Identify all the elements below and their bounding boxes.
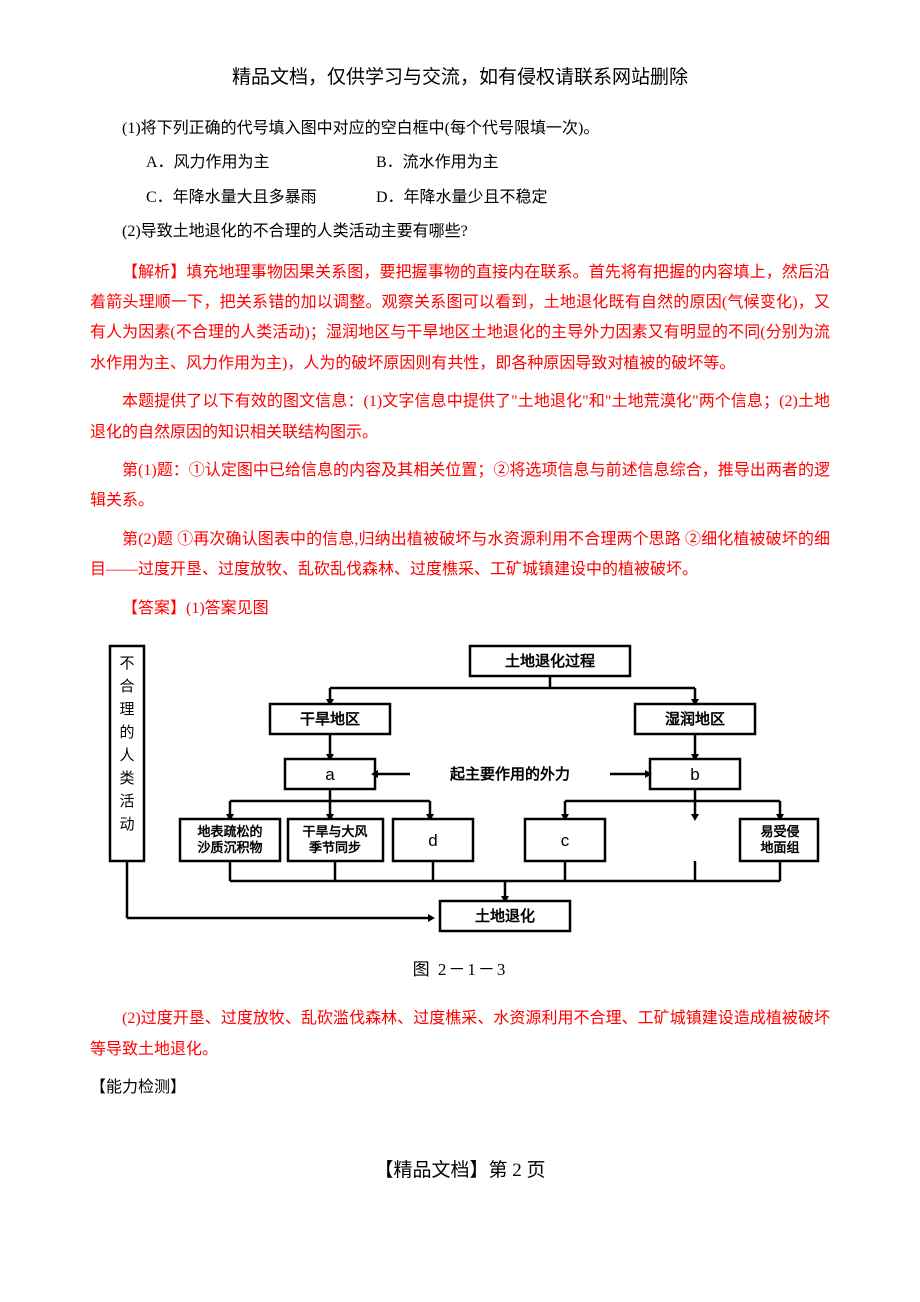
svg-text:土地退化过程: 土地退化过程 — [505, 652, 595, 670]
svg-text:a: a — [325, 765, 335, 784]
section-label: 【能力检测】 — [90, 1073, 830, 1103]
option-a: A．风力作用为主 — [146, 148, 376, 178]
flowchart-diagram: 不 合 理 的 人 类 活 动 土地退化过程 干旱地区 湿润地区 a — [90, 636, 830, 946]
svg-text:理: 理 — [119, 701, 134, 718]
option-d: D．年降水量少且不稳定 — [376, 183, 548, 213]
svg-text:d: d — [428, 831, 437, 850]
analysis-p1: 【解析】填充地理事物因果关系图，要把握事物的直接内在联系。首先将有把握的内容填上… — [90, 258, 830, 380]
svg-text:人: 人 — [119, 747, 134, 764]
options-row-2: C．年降水量大且多暴雨 D．年降水量少且不稳定 — [90, 183, 830, 213]
svg-text:土地退化: 土地退化 — [475, 907, 535, 925]
header-notice: 精品文档，仅供学习与交流，如有侵权请联系网站删除 — [90, 60, 830, 96]
svg-text:沙质沉积物: 沙质沉积物 — [197, 840, 262, 855]
page-footer: 【精品文档】第 2 页 — [90, 1153, 830, 1189]
option-b: B．流水作用为主 — [376, 148, 499, 178]
diagram-caption: 图 2－1－3 — [90, 954, 830, 986]
svg-text:起主要作用的外力: 起主要作用的外力 — [449, 765, 570, 783]
svg-text:的: 的 — [119, 724, 134, 741]
svg-text:b: b — [690, 765, 699, 784]
answer-heading: 【答案】(1)答案见图 — [90, 594, 830, 624]
question-1: (1)将下列正确的代号填入图中对应的空白框中(每个代号限填一次)。 — [90, 114, 830, 144]
svg-text:合: 合 — [119, 678, 134, 695]
answer-p2: (2)过度开垦、过度放牧、乱砍滥伐森林、过度樵采、水资源利用不合理、工矿城镇建设… — [90, 1004, 830, 1065]
analysis-p2: 本题提供了以下有效的图文信息：(1)文字信息中提供了"土地退化"和"土地荒漠化"… — [90, 387, 830, 448]
svg-text:湿润地区: 湿润地区 — [665, 710, 725, 728]
option-c: C．年降水量大且多暴雨 — [146, 183, 376, 213]
vbox-char-1: 不 — [119, 655, 134, 672]
options-row-1: A．风力作用为主 B．流水作用为主 — [90, 148, 830, 178]
svg-text:干旱地区: 干旱地区 — [300, 710, 360, 728]
svg-text:动: 动 — [119, 816, 134, 833]
svg-text:c: c — [561, 831, 570, 850]
question-2: (2)导致土地退化的不合理的人类活动主要有哪些? — [90, 217, 830, 247]
svg-text:类: 类 — [119, 770, 134, 787]
svg-text:活: 活 — [119, 793, 134, 810]
analysis-p4: 第(2)题 ①再次确认图表中的信息,归纳出植被破坏与水资源利用不合理两个思路 ②… — [90, 525, 830, 586]
svg-text:易受侵: 易受侵 — [760, 824, 799, 839]
svg-text:地面组: 地面组 — [760, 840, 799, 855]
analysis-p3: 第(1)题：①认定图中已给信息的内容及其相关位置；②将选项信息与前述信息综合，推… — [90, 456, 830, 517]
svg-text:季节同步: 季节同步 — [308, 840, 361, 855]
svg-text:地表疏松的: 地表疏松的 — [197, 824, 262, 839]
svg-text:干旱与大风: 干旱与大风 — [302, 824, 367, 839]
